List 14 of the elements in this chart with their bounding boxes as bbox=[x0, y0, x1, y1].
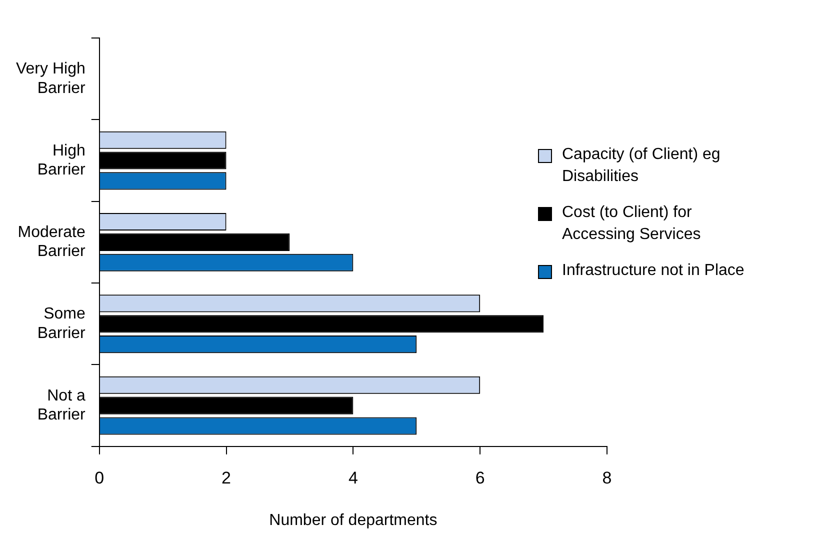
x-tick-label: 0 bbox=[94, 468, 104, 488]
y-tick-label: Some Barrier bbox=[37, 306, 86, 342]
x-tick-label: 6 bbox=[475, 468, 485, 488]
legend-label: Cost (to Client) for Accessing Services bbox=[562, 203, 702, 245]
x-tick-label: 2 bbox=[222, 468, 232, 488]
y-tick-label: Not a Barrier bbox=[37, 387, 86, 424]
y-tick-label: Moderate Barrier bbox=[18, 224, 86, 260]
y-tick-label: Very High Barrier bbox=[16, 60, 86, 97]
y-tick-label: High Barrier bbox=[37, 142, 86, 179]
x-tick-label: 8 bbox=[602, 468, 612, 488]
x-axis-title: Number of departments bbox=[269, 512, 438, 529]
legend-label: Capacity (of Client) eg Disabilities bbox=[562, 145, 722, 187]
x-tick-label: 4 bbox=[348, 468, 358, 488]
legend-label: Infrastructure not in Place bbox=[562, 261, 746, 281]
